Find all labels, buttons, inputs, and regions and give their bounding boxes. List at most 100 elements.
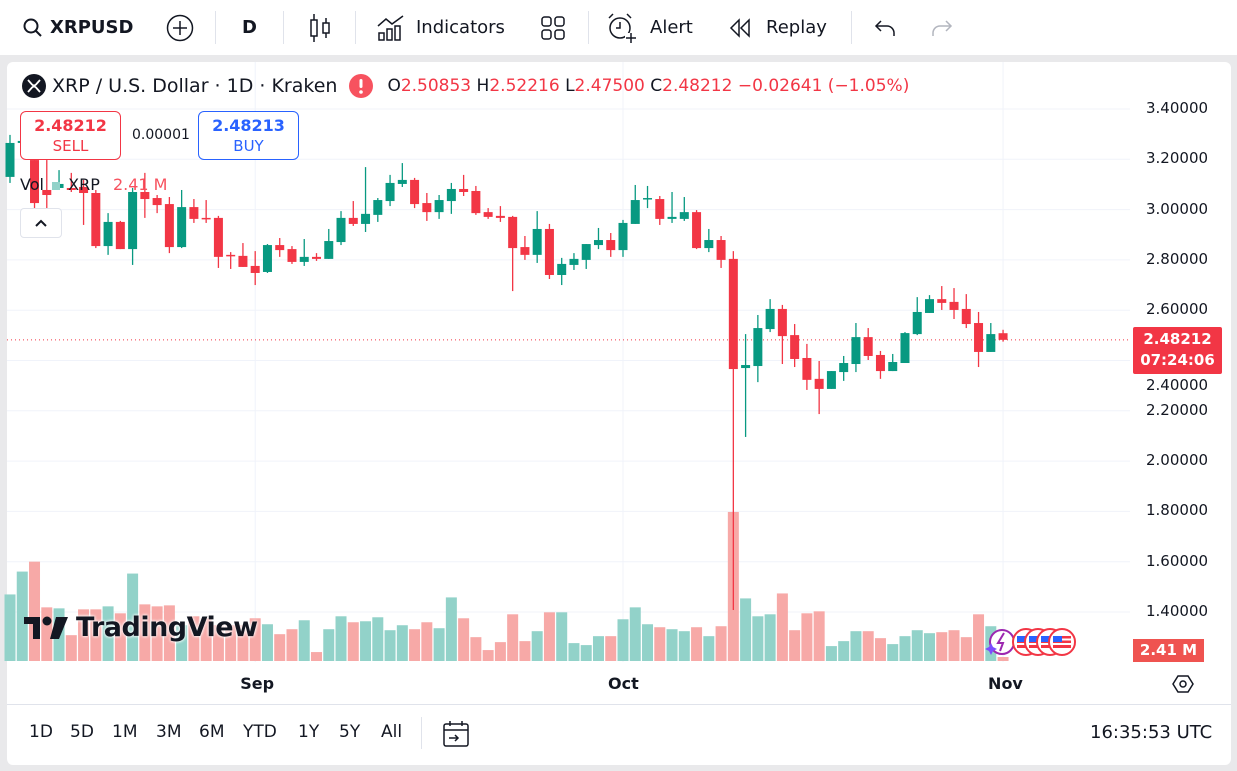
- candle-down: [483, 212, 493, 217]
- grid-icon: [541, 15, 565, 40]
- candle-down: [66, 187, 76, 190]
- candle-down: [226, 254, 236, 257]
- range-5d[interactable]: 5D: [70, 722, 94, 742]
- utc-clock[interactable]: 16:35:53 UTC: [1090, 722, 1213, 743]
- chart-type-button[interactable]: [308, 0, 332, 55]
- price-tick: 1.40000: [1146, 602, 1209, 620]
- tradingview-logo[interactable]: TradingView: [24, 612, 258, 643]
- candle-up: [851, 337, 861, 365]
- undo-button[interactable]: [873, 0, 897, 55]
- divider: [355, 11, 356, 44]
- buy-button[interactable]: 2.48213 BUY: [198, 111, 299, 160]
- compare-add-button[interactable]: [165, 0, 195, 55]
- current-price-value: 2.48212: [1143, 330, 1212, 348]
- candle-up: [446, 188, 456, 202]
- volume-bar: [360, 621, 372, 661]
- candle-down: [937, 299, 947, 303]
- candle-down: [312, 256, 321, 259]
- plus-circle-icon: [166, 14, 194, 41]
- warning-icon[interactable]: [349, 74, 374, 98]
- range-6m[interactable]: 6M: [199, 722, 225, 742]
- candle-down: [544, 228, 554, 275]
- candle-down: [213, 217, 223, 257]
- volume-bar: [642, 624, 654, 661]
- candle-up: [336, 217, 346, 243]
- chevron-up-icon: [35, 219, 47, 227]
- volume-bar: [568, 643, 580, 661]
- events-markers[interactable]: [985, 627, 1077, 657]
- range-all[interactable]: All: [381, 722, 403, 742]
- buy-label: BUY: [233, 137, 264, 155]
- candle-up: [753, 328, 763, 367]
- go-to-date-calendar-icon[interactable]: [441, 719, 471, 749]
- sell-button[interactable]: 2.48212 SELL: [20, 111, 121, 160]
- volume-bar: [556, 612, 568, 661]
- candle-down: [692, 212, 702, 249]
- candle-up: [557, 263, 567, 275]
- range-1d[interactable]: 1D: [29, 722, 53, 742]
- layouts-button[interactable]: [540, 0, 566, 55]
- symbol-search-button[interactable]: XRPUSD: [22, 0, 133, 55]
- candle-down: [814, 378, 824, 389]
- candle-up: [741, 365, 751, 369]
- candle-down: [495, 215, 505, 218]
- volume-bar: [163, 605, 175, 661]
- candle-down: [777, 308, 787, 337]
- candle-up: [299, 256, 309, 262]
- candle-up: [593, 240, 603, 246]
- replay-button[interactable]: Replay: [728, 0, 827, 55]
- volume-bar: [997, 657, 1009, 661]
- settings-hexagon-icon[interactable]: [1172, 673, 1194, 695]
- volume-bar: [372, 617, 384, 661]
- candle-down: [30, 160, 40, 204]
- divider: [283, 11, 284, 44]
- candle-up: [397, 179, 407, 184]
- volume-bar: [4, 594, 16, 661]
- volume-bar: [617, 619, 629, 661]
- volume-bar: [948, 630, 960, 661]
- volume-bar: [813, 611, 825, 661]
- us-economic-event-icon[interactable]: [1047, 627, 1077, 657]
- range-ytd[interactable]: YTD: [243, 722, 277, 742]
- candle-down: [140, 191, 150, 200]
- volume-bar: [666, 629, 678, 661]
- redo-button[interactable]: [930, 0, 954, 55]
- candle-down: [422, 203, 432, 213]
- candle-down: [998, 333, 1008, 340]
- candle-up: [361, 213, 371, 224]
- range-3m[interactable]: 3M: [156, 722, 182, 742]
- price-tick: 2.80000: [1146, 249, 1209, 268]
- chart-title[interactable]: XRP / U.S. Dollar · 1D · Kraken: [52, 75, 338, 97]
- range-1m[interactable]: 1M: [112, 722, 138, 742]
- range-1y[interactable]: 1Y: [298, 722, 320, 742]
- volume-legend-value: 2.41 M: [112, 175, 168, 194]
- low-value: 2.47500: [574, 76, 645, 96]
- price-tick: 1.60000: [1146, 551, 1209, 570]
- sell-price: 2.48212: [34, 116, 107, 135]
- volume-bar: [543, 612, 555, 661]
- candle-up: [618, 222, 628, 251]
- collapse-legend-button[interactable]: [20, 208, 62, 238]
- candle-down: [716, 240, 726, 260]
- alert-button[interactable]: Alert: [606, 0, 693, 55]
- symbol-label: XRPUSD: [50, 17, 134, 38]
- volume-bar: [29, 561, 41, 661]
- interval-button[interactable]: D: [242, 17, 257, 38]
- candle-up: [532, 228, 542, 255]
- range-5y[interactable]: 5Y: [339, 722, 361, 742]
- volume-bar: [200, 618, 212, 661]
- volume-bar: [605, 636, 617, 661]
- candle-down: [238, 255, 248, 267]
- volume-bar: [409, 629, 421, 661]
- volume-bar: [580, 645, 592, 661]
- candle-up: [373, 200, 383, 215]
- open-label: O: [387, 76, 401, 96]
- candle-up: [324, 241, 334, 259]
- candle-down: [655, 199, 665, 219]
- indicators-button[interactable]: Indicators: [376, 0, 505, 55]
- volume-bar: [899, 636, 911, 661]
- close-label: C: [650, 76, 663, 96]
- divider: [588, 11, 589, 44]
- volume-bar: [114, 613, 126, 661]
